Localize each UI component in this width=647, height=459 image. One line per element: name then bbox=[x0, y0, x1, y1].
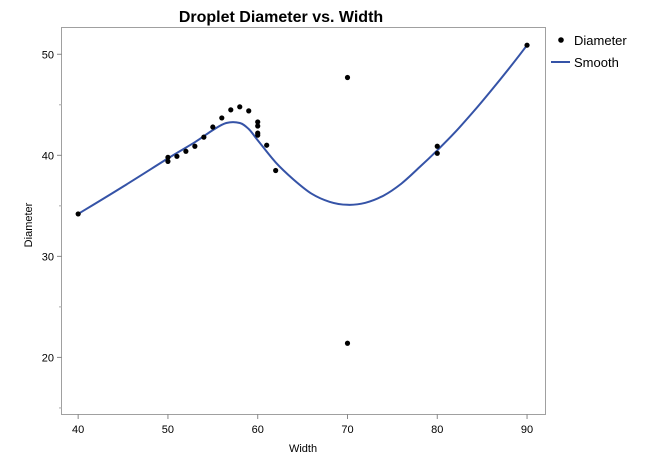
legend-marker-points bbox=[558, 37, 564, 43]
data-point bbox=[255, 119, 261, 125]
x-tick-label: 50 bbox=[162, 424, 174, 436]
data-point bbox=[75, 211, 81, 217]
data-point bbox=[434, 143, 440, 149]
x-tick-label: 70 bbox=[341, 424, 353, 436]
data-point bbox=[165, 158, 171, 164]
data-point bbox=[165, 154, 171, 160]
x-axis-label: Width bbox=[289, 443, 317, 455]
x-tick-label: 60 bbox=[252, 424, 264, 436]
data-point bbox=[183, 148, 189, 154]
data-point bbox=[210, 124, 216, 130]
legend-label: Smooth bbox=[574, 55, 619, 70]
y-tick-label: 20 bbox=[42, 352, 54, 364]
legend: Diameter Smooth bbox=[551, 33, 627, 70]
plot-frame bbox=[61, 27, 546, 415]
data-point bbox=[219, 115, 225, 121]
data-point bbox=[246, 108, 252, 114]
x-tick-label: 90 bbox=[521, 424, 533, 436]
x-tick-label: 40 bbox=[72, 424, 84, 436]
legend-label: Diameter bbox=[574, 33, 627, 48]
chart-title: Droplet Diameter vs. Width bbox=[179, 9, 383, 26]
data-point bbox=[192, 143, 198, 149]
y-tick-label: 30 bbox=[42, 251, 54, 263]
data-point bbox=[273, 167, 279, 174]
data-point bbox=[255, 123, 261, 129]
data-point bbox=[524, 42, 530, 48]
data-point bbox=[434, 150, 440, 156]
data-point bbox=[237, 104, 243, 110]
y-axis-label: Diameter bbox=[23, 202, 35, 247]
series-layer bbox=[75, 42, 530, 346]
data-point bbox=[201, 134, 207, 140]
data-point bbox=[344, 340, 351, 346]
y-tick-label: 50 bbox=[42, 49, 54, 61]
smooth-curve bbox=[77, 44, 528, 215]
y-axis: 20 30 40 50 bbox=[42, 49, 62, 409]
data-point bbox=[255, 132, 261, 138]
x-axis: 40 50 60 70 80 90 bbox=[72, 414, 533, 436]
data-point bbox=[174, 153, 180, 159]
x-tick-label: 80 bbox=[431, 424, 443, 436]
data-point bbox=[344, 74, 351, 81]
y-tick-label: 40 bbox=[42, 150, 54, 162]
data-point bbox=[264, 142, 270, 148]
data-point bbox=[228, 107, 234, 113]
